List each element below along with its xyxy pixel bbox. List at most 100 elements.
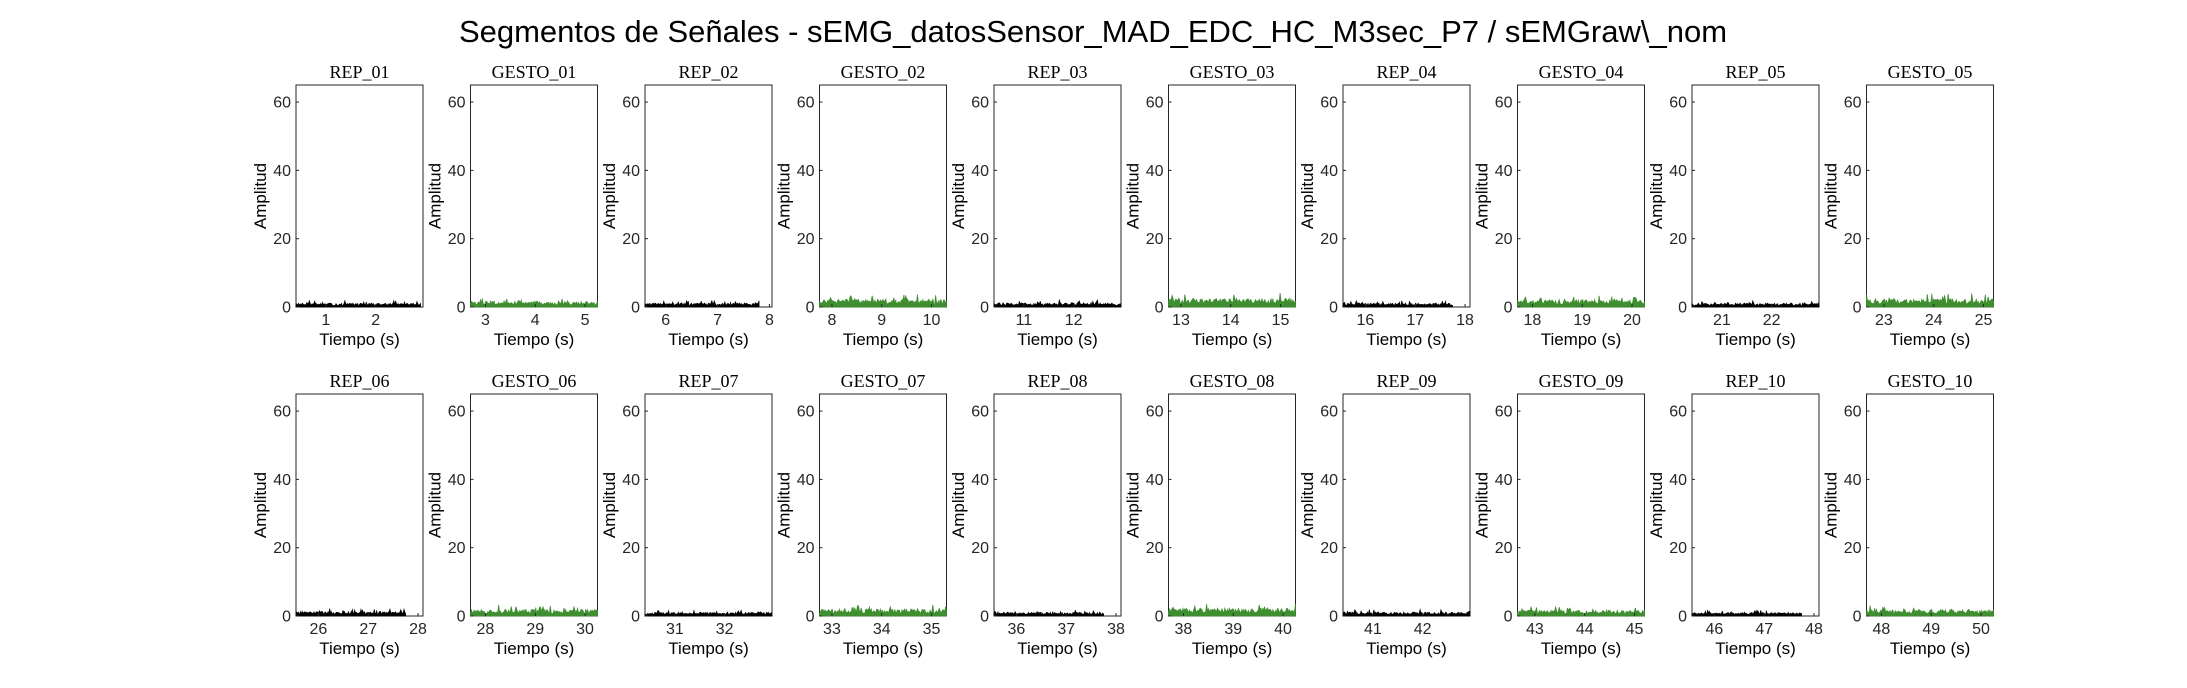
axes-frame xyxy=(819,84,947,308)
subplot-title: REP_03 xyxy=(1027,62,1087,82)
x-axis-label: Tiempo (s) xyxy=(1890,330,1971,349)
x-axis-label: Tiempo (s) xyxy=(1715,330,1796,349)
subplot-gesto-02: 0 20 40 60 8 9 10 GESTO_02 Tiempo (s) Amplitud xyxy=(775,62,947,349)
subplot-title: GESTO_04 xyxy=(1539,62,1624,82)
y-tick-label: 40 xyxy=(1669,472,1687,489)
subplot-rep-02: 0 20 40 60 6 7 8 REP_02 Tiempo (s) Amplitud xyxy=(600,62,774,349)
y-axis-label: Amplitud xyxy=(1124,163,1143,229)
y-axis-label: Amplitud xyxy=(251,472,270,538)
x-tick-label: 14 xyxy=(1222,312,1240,329)
x-tick-label: 38 xyxy=(1175,621,1193,638)
x-axis-label: Tiempo (s) xyxy=(494,639,575,658)
y-tick-label: 20 xyxy=(1495,540,1513,557)
signal-trace xyxy=(295,299,421,308)
signal-trace xyxy=(644,609,773,617)
subplot-title: REP_01 xyxy=(329,62,389,82)
x-tick-label: 11 xyxy=(1016,312,1033,329)
signal-trace xyxy=(1866,605,1994,617)
y-tick-label: 60 xyxy=(1669,95,1687,112)
y-tick-label: 0 xyxy=(631,609,640,626)
y-tick-label: 0 xyxy=(980,609,989,626)
subplot-rep-07: 0 20 40 60 31 32 REP_07 Tiempo (s) Amplitud xyxy=(600,371,773,658)
x-tick-label: 36 xyxy=(1008,621,1026,638)
y-axis-label: Amplitud xyxy=(426,472,445,538)
y-tick-label: 0 xyxy=(980,300,989,317)
y-tick-label: 0 xyxy=(1504,609,1513,626)
subplot-gesto-09: 0 20 40 60 43 44 45 GESTO_09 Tiempo (s) Amplitud xyxy=(1473,371,1645,658)
signal-trace xyxy=(819,294,947,308)
subplot-title: GESTO_07 xyxy=(841,371,926,391)
axes-frame xyxy=(470,393,598,617)
y-tick-label: 40 xyxy=(1844,472,1862,489)
x-tick-label: 15 xyxy=(1272,312,1290,329)
x-tick-label: 12 xyxy=(1065,312,1083,329)
y-tick-label: 60 xyxy=(797,95,815,112)
y-tick-label: 40 xyxy=(971,163,989,180)
x-tick-label: 5 xyxy=(581,312,590,329)
subplot-gesto-07: 0 20 40 60 33 34 35 GESTO_07 Tiempo (s) Amplitud xyxy=(775,371,947,658)
x-axis-label: Tiempo (s) xyxy=(494,330,575,349)
y-tick-label: 60 xyxy=(1146,404,1164,421)
y-tick-label: 0 xyxy=(1155,609,1164,626)
x-axis-label: Tiempo (s) xyxy=(319,639,400,658)
y-axis-label: Amplitud xyxy=(949,163,968,229)
x-tick-label: 40 xyxy=(1274,621,1292,638)
subplot-gesto-06: 0 20 40 60 28 29 30 GESTO_06 Tiempo (s) Amplitud xyxy=(426,371,598,658)
x-tick-label: 21 xyxy=(1713,312,1731,329)
x-tick-label: 31 xyxy=(666,621,684,638)
x-tick-label: 19 xyxy=(1573,312,1591,329)
subplot-gesto-03: 0 20 40 60 13 14 15 GESTO_03 Tiempo (s) Amplitud xyxy=(1124,62,1296,349)
axes-frame xyxy=(1517,84,1645,308)
y-tick-label: 60 xyxy=(273,404,291,421)
y-tick-label: 60 xyxy=(622,95,640,112)
signal-trace xyxy=(993,298,1122,308)
y-tick-label: 40 xyxy=(1146,163,1164,180)
y-tick-label: 20 xyxy=(622,540,640,557)
y-tick-label: 0 xyxy=(1853,609,1862,626)
x-tick-label: 23 xyxy=(1875,312,1893,329)
subplot-rep-03: 0 20 40 60 11 12 REP_03 Tiempo (s) Amplitud xyxy=(949,62,1122,349)
subplot-title: REP_10 xyxy=(1725,371,1785,391)
x-tick-label: 32 xyxy=(716,621,734,638)
x-tick-label: 48 xyxy=(1805,621,1823,638)
y-tick-label: 0 xyxy=(1678,300,1687,317)
y-tick-label: 60 xyxy=(1844,404,1862,421)
y-tick-label: 60 xyxy=(622,404,640,421)
x-tick-label: 18 xyxy=(1456,312,1474,329)
x-tick-label: 49 xyxy=(1922,621,1940,638)
y-tick-label: 20 xyxy=(1844,231,1862,248)
subplot-rep-06: 0 20 40 60 26 27 28 REP_06 Tiempo (s) Amplitud xyxy=(251,371,427,658)
y-tick-label: 0 xyxy=(282,300,291,317)
y-tick-label: 20 xyxy=(1669,231,1687,248)
y-tick-label: 40 xyxy=(273,472,291,489)
y-tick-label: 40 xyxy=(1495,163,1513,180)
y-tick-label: 60 xyxy=(971,404,989,421)
axes-frame xyxy=(1691,84,1820,308)
x-axis-label: Tiempo (s) xyxy=(1017,639,1098,658)
axes-frame xyxy=(993,84,1122,308)
y-tick-label: 40 xyxy=(622,472,640,489)
x-tick-label: 41 xyxy=(1364,621,1382,638)
signal-trace xyxy=(1168,604,1296,617)
y-tick-label: 60 xyxy=(1495,404,1513,421)
subplot-title: REP_07 xyxy=(678,371,738,391)
signal-trace xyxy=(819,604,947,617)
subplot-rep-10: 0 20 40 60 46 47 48 REP_10 Tiempo (s) Amplitud xyxy=(1647,371,1823,658)
signal-trace xyxy=(470,298,598,308)
y-axis-label: Amplitud xyxy=(251,163,270,229)
signal-trace xyxy=(1342,299,1453,308)
x-tick-label: 45 xyxy=(1626,621,1644,638)
subplot-rep-04: 0 20 40 60 16 17 18 REP_04 Tiempo (s) Amplitud xyxy=(1298,62,1474,349)
signal-trace xyxy=(1691,609,1802,617)
subplot-gesto-01: 0 20 40 60 3 4 5 GESTO_01 Tiempo (s) Amplitud xyxy=(426,62,598,349)
x-tick-label: 29 xyxy=(526,621,544,638)
y-axis-label: Amplitud xyxy=(1822,472,1841,538)
x-tick-label: 27 xyxy=(359,621,377,638)
x-axis-label: Tiempo (s) xyxy=(1890,639,1971,658)
y-tick-label: 0 xyxy=(1853,300,1862,317)
x-tick-label: 1 xyxy=(321,312,330,329)
subplot-rep-05: 0 20 40 60 21 22 REP_05 Tiempo (s) Amplitud xyxy=(1647,62,1820,349)
axes-frame xyxy=(295,393,424,617)
subplot-title: REP_04 xyxy=(1376,62,1436,82)
y-axis-label: Amplitud xyxy=(600,472,619,538)
